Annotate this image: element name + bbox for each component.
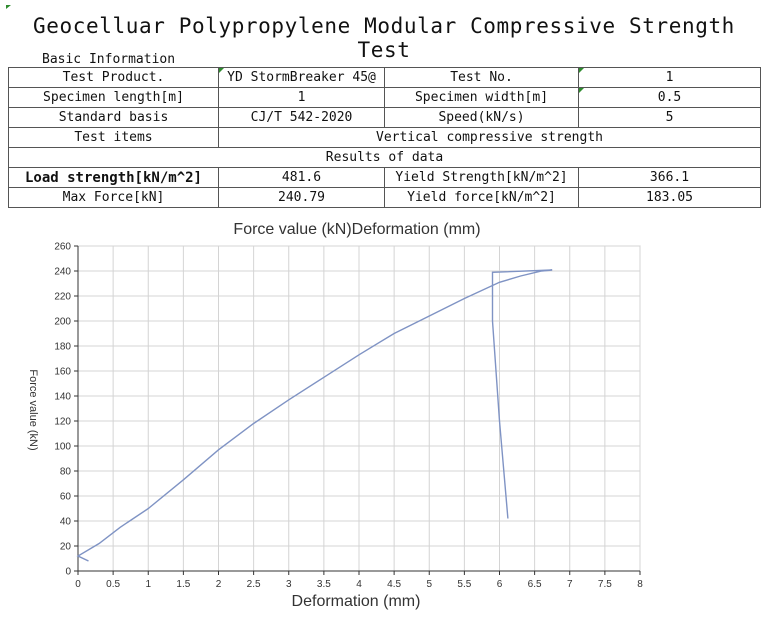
x-tick-label: 4.5 xyxy=(387,579,401,590)
test-no-label: Test No. xyxy=(384,67,579,88)
table-row: Load strength[kN/m^2] 481.6 Yield Streng… xyxy=(8,167,761,188)
x-tick-label: 8 xyxy=(637,579,643,590)
x-tick-label: 2.5 xyxy=(247,579,261,590)
yield-force-value: 183.05 xyxy=(578,187,761,208)
x-tick-label: 1.5 xyxy=(176,579,190,590)
y-tick-label: 140 xyxy=(54,392,71,403)
y-tick-label: 160 xyxy=(54,367,71,378)
test-items-label: Test items xyxy=(8,127,219,148)
y-tick-label: 120 xyxy=(54,417,71,428)
x-tick-label: 6.5 xyxy=(528,579,542,590)
corner-mark-icon xyxy=(6,5,11,9)
section-label-basic-information: Basic Information xyxy=(42,52,176,67)
cell-marker-icon xyxy=(579,68,584,73)
x-tick-label: 3.5 xyxy=(317,579,331,590)
load-strength-value: 481.6 xyxy=(218,167,385,188)
x-tick-label: 3 xyxy=(286,579,292,590)
x-tick-label: 0 xyxy=(75,579,81,590)
max-force-value: 240.79 xyxy=(218,187,385,208)
specimen-length-label: Specimen length[m] xyxy=(8,87,219,108)
test-product-value: YD StormBreaker 45@ xyxy=(218,67,385,88)
x-tick-label: 4 xyxy=(356,579,362,590)
axes xyxy=(74,245,641,575)
info-table: Test Product. YD StormBreaker 45@ Test N… xyxy=(8,67,761,208)
x-tick-labels: 0 0.5 1 1.5 2 2.5 3 3.5 4 4.5 5 5.5 6 6.5 7 7.5 8 xyxy=(75,579,643,590)
table-row: Test items Vertical compressive strength xyxy=(8,127,761,148)
test-no-value: 1 xyxy=(578,67,761,88)
x-tick-label: 5 xyxy=(426,579,432,590)
y-tick-label: 80 xyxy=(60,467,72,478)
y-tick-label: 100 xyxy=(54,442,71,453)
yield-force-label: Yield force[kN/m^2] xyxy=(384,187,579,208)
results-header: Results of data xyxy=(8,147,761,168)
test-no-text: 1 xyxy=(665,70,674,85)
x-tick-label: 5.5 xyxy=(457,579,471,590)
x-tick-label: 0.5 xyxy=(106,579,120,590)
x-tick-label: 1 xyxy=(145,579,151,590)
y-tick-label: 20 xyxy=(60,542,72,553)
chart-title: Force value (kN)Deformation (mm) xyxy=(233,221,480,238)
page-title: Geocelluar Polypropylene Modular Compres… xyxy=(33,14,735,62)
yield-strength-value: 366.1 xyxy=(578,167,761,188)
y-tick-label: 40 xyxy=(60,517,72,528)
load-strength-label: Load strength[kN/m^2] xyxy=(8,167,219,188)
speed-label: Speed(kN/s) xyxy=(384,107,579,128)
y-tick-labels: 0 20 40 60 80 100 120 140 160 180 200 220 240 260 xyxy=(54,242,71,578)
standard-basis-label: Standard basis xyxy=(8,107,219,128)
table-row: Max Force[kN] 240.79 Yield force[kN/m^2]… xyxy=(8,187,761,208)
y-tick-label: 260 xyxy=(54,242,71,253)
x-axis-label: Deformation (mm) xyxy=(292,593,421,610)
y-tick-label: 240 xyxy=(54,267,71,278)
y-tick-label: 180 xyxy=(54,342,71,353)
standard-basis-value: CJ/T 542-2020 xyxy=(218,107,385,128)
x-tick-label: 7 xyxy=(567,579,573,590)
table-row: Standard basis CJ/T 542-2020 Speed(kN/s)… xyxy=(8,107,761,128)
test-items-value: Vertical compressive strength xyxy=(218,127,761,148)
y-tick-label: 200 xyxy=(54,317,71,328)
series-line xyxy=(76,269,553,562)
yield-strength-label: Yield Strength[kN/m^2] xyxy=(384,167,579,188)
y-tick-label: 0 xyxy=(65,567,71,578)
specimen-length-value: 1 xyxy=(218,87,385,108)
x-tick-label: 2 xyxy=(216,579,222,590)
specimen-width-label: Specimen width[m] xyxy=(384,87,579,108)
table-row: Specimen length[m] 1 Specimen width[m] 0… xyxy=(8,87,761,108)
y-tick-label: 220 xyxy=(54,292,71,303)
y-tick-label: 60 xyxy=(60,492,72,503)
specimen-width-value: 0.5 xyxy=(578,87,761,108)
y-axis-label: Force value (kN) xyxy=(27,369,39,450)
table-row: Test Product. YD StormBreaker 45@ Test N… xyxy=(8,67,761,88)
speed-value: 5 xyxy=(578,107,761,128)
table-row: Results of data xyxy=(8,147,761,168)
max-force-label: Max Force[kN] xyxy=(8,187,219,208)
specimen-width-text: 0.5 xyxy=(657,90,682,105)
cell-marker-icon xyxy=(579,88,584,93)
x-tick-label: 6 xyxy=(497,579,503,590)
chart-container: Force value (kN)Deformation (mm) 0 0.5 1 1.… xyxy=(0,214,768,614)
cell-marker-icon xyxy=(219,68,224,73)
x-tick-label: 7.5 xyxy=(598,579,612,590)
force-deformation-chart: Force value (kN)Deformation (mm) 0 0.5 1 1.… xyxy=(27,221,643,610)
test-product-text: YD StormBreaker 45@ xyxy=(227,70,376,85)
test-product-label: Test Product. xyxy=(8,67,219,88)
